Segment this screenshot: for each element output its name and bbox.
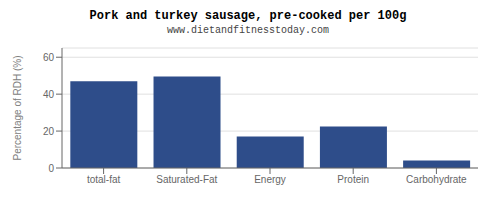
svg-text:total-fat: total-fat: [87, 174, 121, 185]
svg-text:60: 60: [43, 52, 55, 63]
svg-text:40: 40: [43, 89, 55, 100]
svg-text:20: 20: [43, 126, 55, 137]
svg-text:0: 0: [48, 163, 54, 174]
html-text:www.dietandfitnesstoday.com: www.dietandfitnesstoday.com: [167, 25, 329, 36]
svg-text:Energy: Energy: [254, 174, 286, 185]
svg-text:Percentage of RDH (%): Percentage of RDH (%): [12, 55, 23, 160]
svg-text:Saturated-Fat: Saturated-Fat: [156, 174, 217, 185]
svg-text:Protein: Protein: [337, 174, 369, 185]
svg-text:Carbohydrate: Carbohydrate: [406, 174, 467, 185]
html-text:Pork and turkey sausage, pre-c: Pork and turkey sausage, pre-cooked per …: [89, 9, 407, 23]
